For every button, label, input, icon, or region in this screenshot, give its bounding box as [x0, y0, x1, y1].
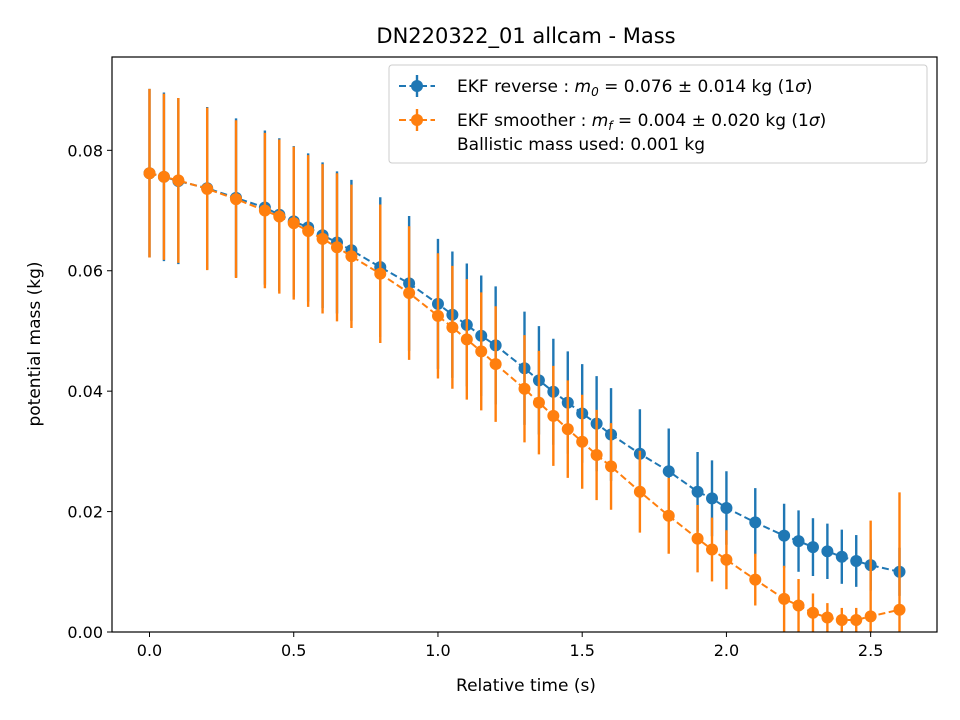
- series-line: [149, 172, 900, 621]
- legend-variable: m: [592, 111, 609, 131]
- data-point: [835, 613, 848, 626]
- data-point: [720, 553, 733, 566]
- data-point: [201, 182, 214, 195]
- data-point: [157, 170, 170, 183]
- data-point: [749, 573, 762, 586]
- legend-entry-label-line2: Ballistic mass used: 0.001 kg: [457, 135, 705, 155]
- x-tick-label: 2.0: [714, 641, 739, 660]
- data-point: [835, 550, 848, 563]
- data-point: [706, 543, 718, 556]
- data-point: [143, 167, 156, 180]
- data-point: [662, 465, 675, 478]
- series-ekf-smoother: [143, 88, 906, 632]
- data-point: [518, 382, 531, 395]
- legend: EKF reverse : m0 = 0.076 ± 0.014 kg (1σ)…: [388, 64, 928, 164]
- data-point: [821, 611, 834, 624]
- data-point: [532, 396, 545, 409]
- data-point: [720, 501, 733, 514]
- data-point: [475, 345, 488, 358]
- data-point: [258, 204, 271, 217]
- legend-prefix: EKF reverse :: [457, 77, 575, 97]
- data-point: [431, 309, 444, 322]
- legend-subscript: 0: [591, 85, 599, 99]
- data-point: [172, 174, 185, 187]
- legend-variable: m: [575, 77, 592, 97]
- data-point: [821, 545, 834, 558]
- legend-value: = 0.004 ± 0.020 kg (1: [613, 111, 809, 131]
- data-point: [547, 409, 560, 422]
- data-point: [792, 535, 805, 548]
- axes-frame: [111, 56, 938, 633]
- y-tick-label: 0.08: [67, 141, 103, 160]
- data-point: [806, 606, 819, 619]
- data-point: [345, 250, 358, 263]
- data-point: [633, 485, 646, 498]
- legend-close: ): [806, 77, 813, 97]
- data-point: [864, 610, 877, 623]
- y-tick-label: 0.04: [67, 382, 103, 401]
- data-point: [662, 509, 675, 522]
- y-tick-label: 0.06: [67, 262, 103, 281]
- x-tick-label: 1.5: [569, 641, 594, 660]
- data-point: [230, 193, 243, 206]
- data-point: [403, 287, 416, 300]
- legend-box: [388, 64, 928, 164]
- x-tick-label: 0.5: [281, 641, 306, 660]
- series-line: [149, 172, 900, 573]
- data-point: [691, 485, 704, 498]
- data-point: [749, 516, 762, 529]
- data-point: [778, 529, 791, 542]
- plot-area: [143, 88, 906, 632]
- data-point: [850, 613, 863, 626]
- x-tick-label: 1.0: [425, 641, 450, 660]
- legend-entry-label: EKF smoother : mf = 0.004 ± 0.020 kg (1σ…: [457, 111, 826, 133]
- data-point: [691, 532, 704, 545]
- legend-entry-label: EKF reverse : m0 = 0.076 ± 0.014 kg (1σ): [457, 77, 812, 99]
- data-point: [460, 333, 473, 346]
- data-point: [446, 321, 459, 334]
- y-tick-label: 0.00: [67, 623, 103, 642]
- data-point: [590, 448, 603, 461]
- legend-close: ): [820, 111, 827, 131]
- data-point: [806, 541, 819, 554]
- data-point: [331, 241, 343, 254]
- legend-sigma: σ: [809, 111, 821, 131]
- legend-sigma: σ: [795, 77, 807, 97]
- data-point: [576, 435, 589, 448]
- data-point: [287, 217, 300, 230]
- data-point: [489, 358, 502, 371]
- data-point: [706, 492, 718, 505]
- legend-prefix: EKF smoother :: [457, 111, 592, 131]
- data-point: [850, 554, 863, 567]
- x-tick-label: 0.0: [137, 641, 162, 660]
- data-point: [374, 267, 387, 280]
- legend-value: = 0.076 ± 0.014 kg (1: [599, 77, 795, 97]
- data-point: [316, 232, 329, 245]
- data-point: [273, 210, 286, 223]
- data-point: [302, 225, 315, 238]
- y-axis-label: potential mass (kg): [25, 261, 45, 426]
- legend-subscript: f: [608, 119, 614, 133]
- legend-marker-swatch: [411, 114, 423, 126]
- x-tick-label: 2.5: [858, 641, 883, 660]
- axis-ticks: 0.0 0.5 1.0 1.5 2.0 2.5 0.00 0.02 0.04 0.06 0.08: [67, 141, 883, 660]
- data-point: [561, 423, 574, 436]
- data-point: [792, 599, 805, 612]
- legend-marker-swatch: [411, 80, 423, 92]
- chart-title: DN220322_01 allcam - Mass: [376, 24, 675, 49]
- data-point: [893, 603, 906, 616]
- data-point: [778, 592, 791, 605]
- data-point: [605, 460, 618, 473]
- x-axis-label: Relative time (s): [456, 676, 596, 696]
- y-tick-label: 0.02: [67, 503, 103, 522]
